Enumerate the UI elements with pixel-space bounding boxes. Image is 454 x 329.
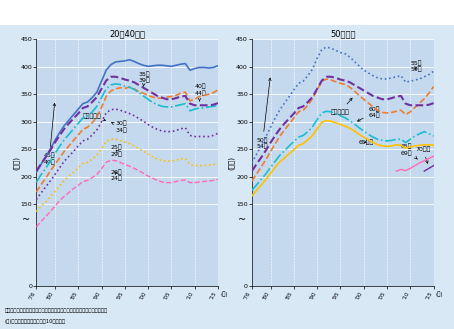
Text: 65～
69歳: 65～ 69歳 <box>401 143 417 159</box>
FancyBboxPatch shape <box>2 2 64 22</box>
Text: 20～
24歳: 20～ 24歳 <box>111 169 123 181</box>
Text: 60～
64歳: 60～ 64歳 <box>358 106 380 121</box>
Text: 年齢階級計: 年齢階級計 <box>83 113 105 121</box>
Text: 55～
59歳: 55～ 59歳 <box>410 60 422 72</box>
Text: ~: ~ <box>22 215 30 225</box>
Text: ~: ~ <box>238 215 246 225</box>
Text: (年): (年) <box>220 292 228 297</box>
Text: (注)　調査産業計、企業規模10人以上。: (注) 調査産業計、企業規模10人以上。 <box>5 319 65 324</box>
Text: 70歳～: 70歳～ <box>415 146 430 163</box>
Y-axis label: (千円): (千円) <box>228 156 235 170</box>
Title: 20～40歳代: 20～40歳代 <box>109 30 145 39</box>
Y-axis label: (千円): (千円) <box>12 156 19 170</box>
Text: 年齢階級計: 年齢階級計 <box>331 98 352 114</box>
Text: 年齢階級別　一般労働者の所定内給与額の年次満移（男性）: 年齢階級別 一般労働者の所定内給与額の年次満移（男性） <box>68 8 203 17</box>
Text: 65歳～: 65歳～ <box>359 139 374 145</box>
Text: 30～
34歳: 30～ 34歳 <box>112 120 127 133</box>
Title: 50歳以上: 50歳以上 <box>330 30 355 39</box>
Text: 45～
49歳: 45～ 49歳 <box>43 103 55 165</box>
Text: 資料：厄生労働省政策統括官付賃金穩祉統計室「賃金構造基本統計調査」: 資料：厄生労働省政策統括官付賃金穩祉統計室「賃金構造基本統計調査」 <box>5 308 108 313</box>
Text: 図表 2-2-4: 図表 2-2-4 <box>17 9 49 16</box>
Text: 35～
39歳: 35～ 39歳 <box>139 71 151 86</box>
Text: 40～
44歳: 40～ 44歳 <box>195 84 207 101</box>
Text: 25～
29歳: 25～ 29歳 <box>111 145 123 157</box>
Text: (年): (年) <box>436 292 444 297</box>
Text: 50～
54歳: 50～ 54歳 <box>257 78 271 149</box>
